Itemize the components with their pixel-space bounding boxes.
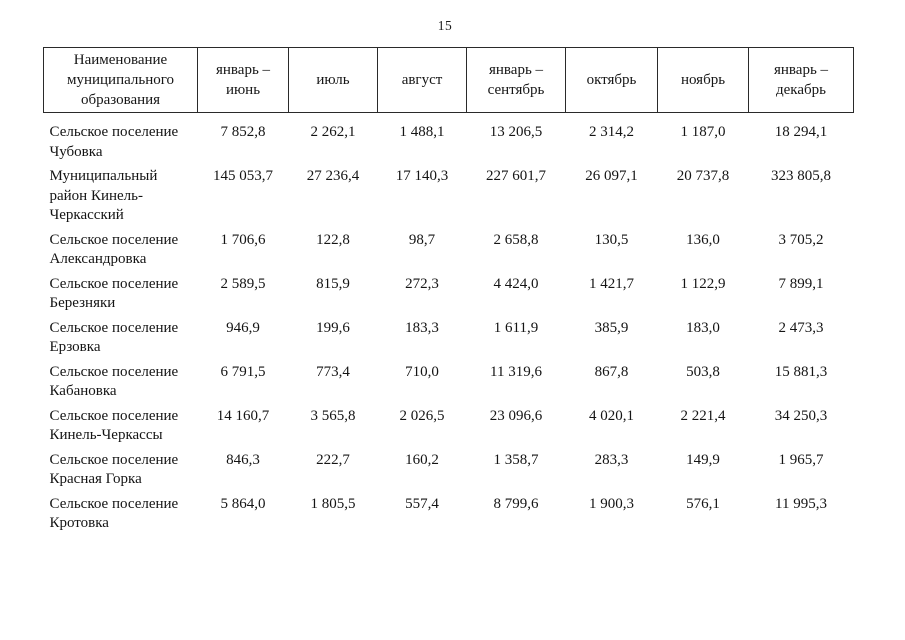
value-cell: 98,7: [408, 231, 436, 248]
value-cell: 18 294,1: [774, 124, 828, 140]
value-cell: 8 799,6: [493, 495, 539, 512]
row-name-cell: Сельское поселение Кинель-Черкассы: [49, 407, 179, 444]
value-cell: 283,3: [594, 451, 629, 468]
table-row: Сельское поселение Чубовка 7 852,8 2 262,1…: [44, 113, 854, 165]
value-cell: 576,1: [686, 495, 720, 512]
value-cell: 27 236,4: [306, 168, 360, 184]
value-cell: 1 965,7: [778, 451, 824, 468]
value-cell: 710,0: [405, 363, 439, 380]
value-cell: 149,9: [686, 451, 720, 468]
value-cell: 1 421,7: [589, 275, 634, 292]
value-cell: 1 805,5: [310, 495, 356, 512]
table-header-row: Наименование муниципального образования я…: [43, 47, 854, 113]
row-name-cell: Сельское поселение Кабановка: [49, 363, 179, 400]
value-cell: 3 705,2: [778, 231, 824, 248]
value-cell: 26 097,1: [585, 168, 638, 184]
table-row: Сельское поселение Ерзовка 946,9 199,6 183,…: [44, 316, 854, 360]
table-row: Муниципальный район Кинель-Черкасский 145…: [44, 164, 854, 228]
value-cell: 122,8: [316, 231, 350, 248]
value-cell: 7 852,8: [220, 124, 266, 140]
value-cell: 1 187,0: [680, 124, 726, 140]
value-cell: 503,8: [686, 363, 720, 380]
value-cell: 34 250,3: [774, 407, 828, 424]
value-cell: 2 589,5: [220, 275, 266, 292]
value-cell: 15 881,3: [774, 363, 828, 380]
value-cell: 2 026,5: [399, 407, 445, 424]
value-cell: 1 358,7: [493, 451, 539, 468]
value-cell: 1 488,1: [399, 124, 445, 140]
value-cell: 183,3: [405, 319, 439, 336]
value-cell: 14 160,7: [216, 407, 270, 424]
page-number: 15: [437, 18, 453, 33]
value-cell: 272,3: [405, 275, 439, 292]
value-cell: 7 899,1: [778, 275, 824, 292]
value-cell: 3 565,8: [310, 407, 356, 424]
row-name-cell: Муниципальный район Кинель-Черкасский: [49, 168, 158, 223]
row-name-cell: Сельское поселение Березняки: [49, 275, 179, 312]
value-cell: 11 319,6: [490, 363, 542, 380]
value-cell: 1 706,6: [220, 231, 266, 248]
value-cell: 23 096,6: [489, 407, 543, 424]
column-header: июль: [288, 47, 378, 113]
value-cell: 5 864,0: [220, 495, 266, 512]
value-cell: 2 221,4: [680, 407, 726, 424]
column-header: январь – декабрь: [748, 47, 854, 113]
value-cell: 222,7: [316, 451, 350, 468]
row-name-cell: Сельское поселение Чубовка: [49, 124, 179, 160]
table-row: Сельское поселение Красная Горка 846,3 222…: [44, 448, 854, 492]
row-name-cell: Сельское поселение Ерзовка: [49, 319, 179, 356]
value-cell: 773,4: [316, 363, 350, 380]
value-cell: 13 206,5: [489, 124, 543, 140]
value-cell: 183,0: [686, 319, 720, 336]
value-cell: 2 473,3: [778, 319, 824, 336]
value-cell: 846,3: [226, 451, 260, 468]
value-cell: 145 053,7: [213, 168, 273, 184]
value-cell: 557,4: [405, 495, 439, 512]
value-cell: 867,8: [594, 363, 629, 380]
column-header: ноябрь: [657, 47, 749, 113]
value-cell: 11 995,3: [775, 495, 827, 512]
value-cell: 227 601,7: [486, 168, 546, 184]
value-cell: 2 658,8: [493, 231, 539, 248]
value-cell: 4 020,1: [589, 407, 634, 424]
value-cell: 815,9: [316, 275, 350, 292]
column-header: январь – июнь: [197, 47, 289, 113]
table-row: Сельское поселение Кротовка 5 864,0 1 805,…: [44, 492, 854, 536]
value-cell: 4 424,0: [493, 275, 539, 292]
column-header: Наименование муниципального образования: [43, 47, 198, 113]
table-header: Наименование муниципального образования я…: [43, 47, 854, 113]
value-cell: 20 737,8: [676, 168, 730, 184]
value-cell: 385,9: [594, 319, 629, 336]
row-name-cell: Сельское поселение Красная Горка: [49, 451, 179, 488]
municipal-data-table: Наименование муниципального образования я…: [43, 47, 854, 536]
value-cell: 130,5: [594, 231, 629, 248]
value-cell: 17 140,3: [395, 168, 449, 184]
column-header: октябрь: [565, 47, 658, 113]
table-row: Сельское поселение Березняки 2 589,5 815,9…: [44, 272, 854, 316]
column-header: январь – сентябрь: [466, 47, 566, 113]
table-row: Сельское поселение Кабановка 6 791,5 773,4…: [44, 360, 854, 404]
column-header: август: [377, 47, 467, 113]
value-cell: 1 611,9: [493, 319, 539, 336]
value-cell: 946,9: [226, 319, 260, 336]
value-cell: 199,6: [316, 319, 350, 336]
row-name-cell: Сельское поселение Кротовка: [49, 495, 179, 532]
value-cell: 160,2: [405, 451, 439, 468]
row-name-cell: Сельское поселение Александровка: [49, 231, 179, 268]
value-cell: 2 262,1: [310, 124, 356, 140]
value-cell: 323 805,8: [771, 168, 831, 184]
value-cell: 2 314,2: [589, 124, 634, 140]
table-body: Сельское поселение Чубовка 7 852,8 2 262,1…: [44, 113, 854, 536]
value-cell: 1 122,9: [680, 275, 726, 292]
value-cell: 1 900,3: [589, 495, 634, 512]
table-row: Сельское поселение Александровка 1 706,6 1…: [44, 228, 854, 272]
value-cell: 6 791,5: [220, 363, 266, 380]
table-row: Сельское поселение Кинель-Черкассы 14 160…: [44, 404, 854, 448]
value-cell: 136,0: [686, 231, 720, 248]
